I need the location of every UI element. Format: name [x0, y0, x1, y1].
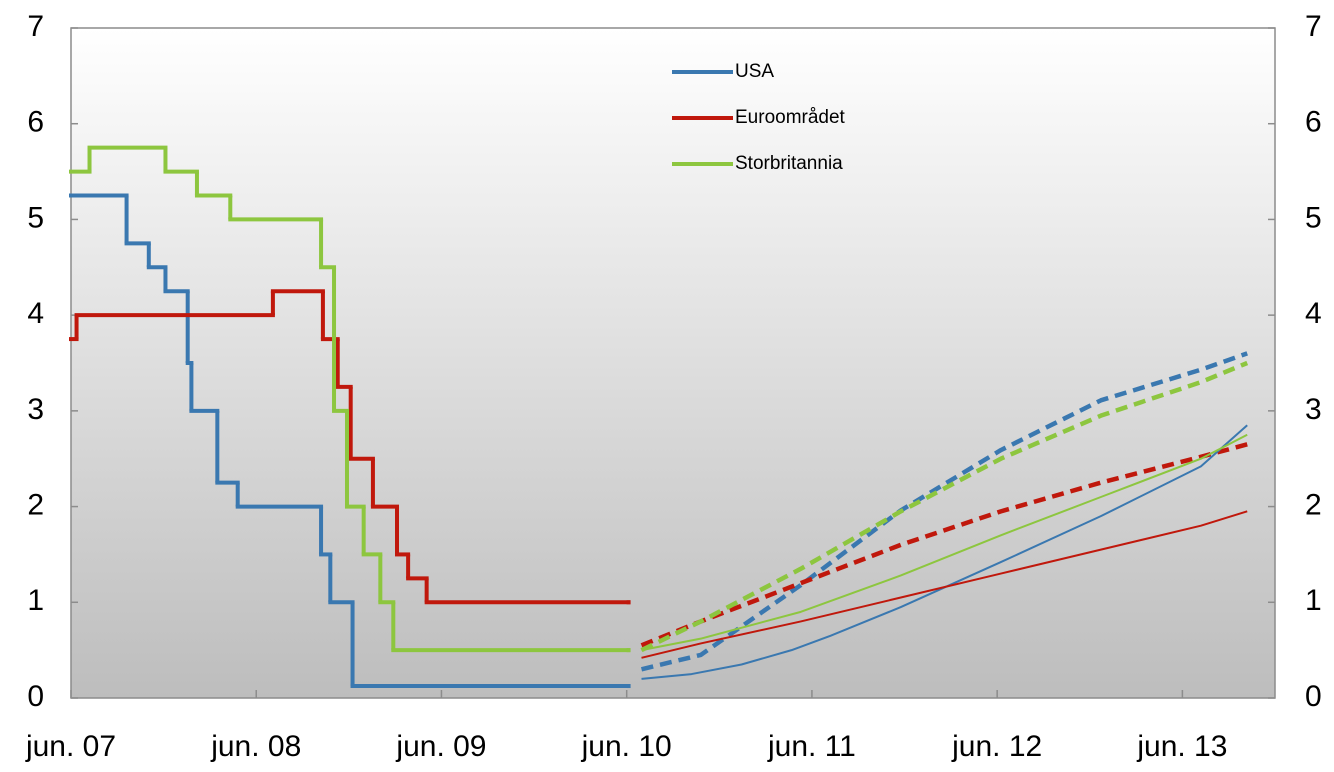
forward-line-dashed: [640, 360, 1249, 653]
y2-tick-label: 1: [1305, 584, 1322, 617]
y2-tick-label: 2: [1305, 488, 1322, 521]
forward-line: [641, 424, 1248, 680]
x-tick-label: jun. 07: [25, 730, 116, 763]
y-tick-label: 0: [27, 680, 44, 713]
y-tick-label: 2: [27, 488, 44, 521]
step-connector: [87, 147, 396, 651]
y-tick-label: 3: [27, 393, 44, 426]
x-tick-label: jun. 09: [395, 730, 486, 763]
forward-line-dashed: [640, 351, 1248, 672]
y2-tick-label: 6: [1305, 106, 1322, 139]
forward-line: [641, 433, 1248, 652]
x-tick-label: jun. 11: [767, 730, 856, 763]
y2-tick-label: 7: [1305, 10, 1322, 43]
step-connector: [74, 291, 429, 603]
y-tick-label: 5: [27, 201, 44, 234]
forward-line: [641, 510, 1248, 659]
y2-tick-label: 5: [1305, 201, 1322, 234]
legend-label: USA: [735, 61, 774, 82]
x-tick-label: jun. 08: [210, 730, 301, 763]
legend-label: Storbritannia: [735, 153, 843, 174]
y2-tick-label: 3: [1305, 393, 1322, 426]
y-tick-label: 4: [27, 297, 44, 330]
x-tick-label: jun. 12: [951, 730, 1042, 763]
y-tick-label: 7: [27, 10, 44, 43]
y2-tick-label: 4: [1305, 297, 1322, 330]
y-tick-label: 1: [27, 584, 44, 617]
y2-tick-label: 0: [1305, 680, 1322, 713]
plot-area: [70, 27, 1276, 699]
y-tick-label: 6: [27, 106, 44, 139]
legend-label: Euroområdet: [735, 107, 846, 128]
step-connector: [124, 195, 355, 687]
x-tick-label: jun. 13: [1136, 730, 1227, 763]
x-tick-label: jun. 10: [581, 730, 672, 763]
